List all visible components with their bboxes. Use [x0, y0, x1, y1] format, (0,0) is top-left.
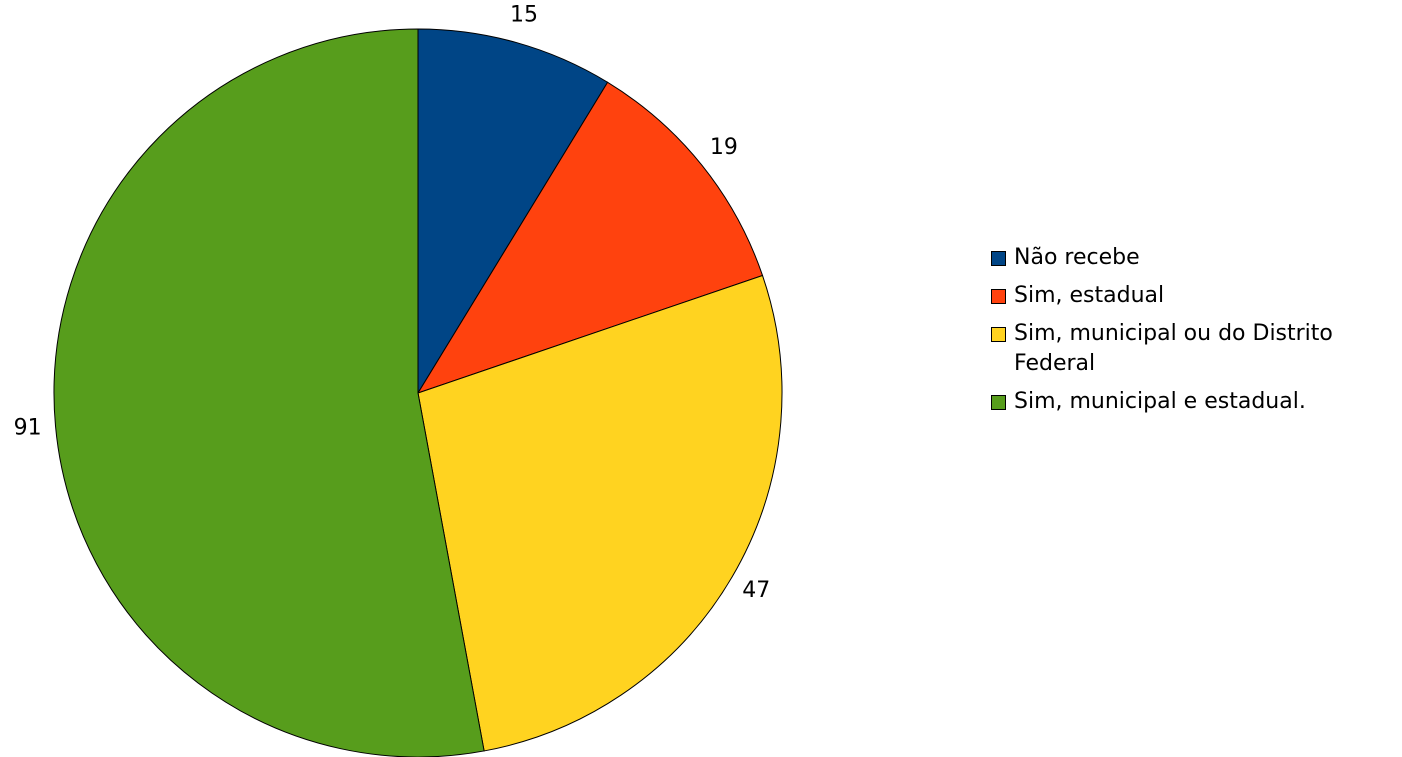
legend-item: Sim, estadual: [991, 281, 1396, 311]
pie-slice: [417, 28, 609, 395]
legend-swatch: [991, 289, 1006, 304]
legend-item: Não recebe: [991, 243, 1396, 273]
data-label: 19: [710, 135, 738, 160]
legend-item: Sim, municipal ou do Distrito Federal: [991, 319, 1396, 379]
legend-label: Sim, municipal ou do Distrito Federal: [1014, 321, 1333, 376]
legend: Não recebe Sim, estadual Sim, municipal ou…: [991, 243, 1396, 425]
legend-label: Não recebe: [1014, 245, 1140, 270]
legend-label: Sim, estadual: [1014, 283, 1165, 308]
pie-slice: [416, 81, 764, 394]
legend-swatch: [991, 327, 1006, 342]
data-label: 91: [14, 416, 42, 441]
legend-label: Sim, municipal e estadual.: [1014, 389, 1306, 414]
legend-swatch: [991, 251, 1006, 266]
data-label: 15: [510, 3, 538, 28]
pie-slice: [417, 274, 783, 752]
pie-slice: [53, 28, 485, 757]
legend-item: Sim, municipal e estadual.: [991, 387, 1396, 417]
legend-swatch: [991, 395, 1006, 410]
data-label: 47: [742, 578, 770, 603]
